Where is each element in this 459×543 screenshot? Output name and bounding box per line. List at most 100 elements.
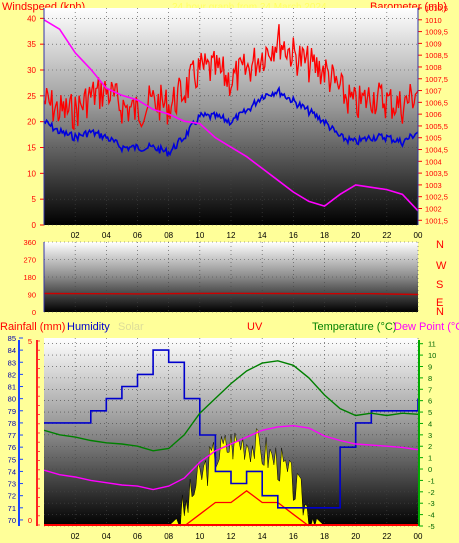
compass-label: S [436, 279, 443, 291]
humidity-tick-label: 74 [8, 467, 16, 476]
x-tick-label: 14 [258, 532, 267, 541]
y-tick-label: 35 [27, 40, 36, 49]
dewpoint-label: Dew Point (°C) [394, 321, 459, 333]
direction-tick-label: 270 [23, 256, 36, 265]
y2-tick-label: 1008 [425, 63, 442, 72]
y2-tick-label: 1007,5 [425, 75, 448, 84]
x-tick-label: 08 [164, 231, 173, 240]
y2-tick-label: 1002 [425, 204, 442, 213]
compass-label: W [436, 260, 447, 272]
x-tick-label: 04 [102, 231, 111, 240]
temp-tick-label: 3 [428, 431, 432, 440]
temperature-series-line [44, 360, 418, 452]
temp-tick-label: 11 [428, 340, 436, 349]
x-tick-label: 02 [71, 231, 80, 240]
x-tick-label: 20 [351, 532, 360, 541]
temperature-ticks: -5 -4 -3 -2 -1 0 1 2 3 4 5 6 7 8 9 10 11 [419, 340, 436, 531]
x-tick-label: 12 [227, 231, 236, 240]
windspeed-ticks: 0 5 10 15 20 25 30 35 40 [27, 14, 44, 230]
y-tick-label: 20 [27, 118, 36, 127]
rain-ticks: 05 [28, 337, 40, 526]
barometer-ticks: 1001,5 1002 1002,5 1003 1003,5 1004 1004,5 1005… [418, 4, 448, 225]
x-tick-label: 18 [320, 231, 329, 240]
humidity-series-line [44, 349, 418, 509]
y2-tick-label: 1009 [425, 39, 442, 48]
humidity-label: Humidity [67, 321, 110, 333]
temp-tick-label: -2 [428, 488, 435, 497]
y-tick-label: 25 [27, 92, 36, 101]
y2-tick-label: 1003,5 [425, 169, 448, 178]
uv-series-line [44, 489, 418, 526]
humidity-tick-label: 78 [8, 419, 16, 428]
x-tick-label: 22 [382, 231, 391, 240]
temp-tick-label: 9 [428, 362, 432, 371]
humidity-tick-label: 82 [8, 370, 16, 379]
temp-tick-label: 10 [428, 351, 436, 360]
humidity-tick-label: 81 [8, 383, 16, 392]
chart-title: 24 hour graph from 24 March 2024 [172, 2, 327, 13]
x-tick-label: 06 [133, 532, 142, 541]
uv-label: UV [247, 321, 263, 333]
humidity-tick-label: 75 [8, 455, 16, 464]
x-tick-label: 00 [414, 532, 423, 541]
humidity-tick-label: 70 [8, 516, 16, 525]
humidity-tick-label: 76 [8, 443, 16, 452]
temp-tick-label: -1 [428, 476, 435, 485]
temp-tick-label: 0 [428, 465, 432, 474]
temp-tick-label: 6 [428, 397, 432, 406]
temp-tick-label: 8 [428, 374, 432, 383]
x-tick-label: 12 [227, 532, 236, 541]
y-tick-label: 30 [27, 66, 36, 75]
y2-tick-label: 1004,5 [425, 146, 448, 155]
rain-tick-label: 0 [28, 516, 32, 525]
x-tick-label: 10 [195, 231, 204, 240]
direction-tick-label: 360 [23, 238, 36, 247]
y2-tick-label: 1001,5 [425, 216, 448, 225]
humidity-tick-label: 72 [8, 492, 16, 501]
x-tick-label: 18 [320, 532, 329, 541]
y2-tick-label: 1010 [425, 16, 442, 25]
y-tick-label: 10 [27, 169, 36, 178]
y-tick-label: 5 [32, 195, 37, 204]
x-tick-label: 08 [164, 532, 173, 541]
humidity-tick-label: 84 [8, 346, 16, 355]
x-tick-label: 04 [102, 532, 111, 541]
x-tick-label: 14 [258, 231, 267, 240]
temp-tick-label: -4 [428, 511, 435, 520]
temperature-label: Temperature (°C) [312, 321, 396, 333]
humidity-tick-label: 77 [8, 431, 16, 440]
wind-series-line [44, 85, 418, 157]
compass-label: N [436, 239, 444, 251]
humidity-tick-label: 73 [8, 480, 16, 489]
x-tick-label: 22 [382, 532, 391, 541]
y2-tick-label: 1008,5 [425, 51, 448, 60]
humidity-tick-label: 83 [8, 358, 16, 367]
humidity-tick-label: 85 [8, 334, 16, 343]
compass-label: E [436, 297, 443, 309]
temp-tick-label: -3 [428, 499, 435, 508]
humidity-tick-label: 79 [8, 407, 16, 416]
compass-label: N [436, 306, 444, 318]
y2-tick-label: 1003 [425, 181, 442, 190]
y2-tick-label: 1006 [425, 110, 442, 119]
rain-tick-label: 5 [28, 337, 32, 346]
panel1-x-labels: 02 04 06 08 10 12 14 16 18 20 22 00 [71, 231, 423, 240]
y2-tick-label: 1005,5 [425, 122, 448, 131]
temp-tick-label: 4 [428, 419, 432, 428]
panel3-x-labels: 02 04 06 08 10 12 14 16 18 20 22 00 [71, 532, 423, 541]
x-tick-label: 00 [414, 231, 423, 240]
direction-plot-area [44, 242, 418, 312]
gust-series-line [44, 24, 418, 131]
humidity-tick-label: 71 [8, 504, 16, 513]
temp-tick-label: 2 [428, 442, 432, 451]
dewpoint-series-line [44, 424, 418, 491]
y2-tick-label: 1005 [425, 134, 442, 143]
y2-tick-label: 1009,5 [425, 28, 448, 37]
x-tick-label: 20 [351, 231, 360, 240]
y2-tick-label: 1004 [425, 157, 442, 166]
y-tick-label: 0 [32, 221, 37, 230]
y2-tick-label: 1010,5 [425, 4, 448, 13]
pressure-series-line [44, 19, 418, 212]
humidity-ticks: 70 71 72 73 74 75 76 77 78 79 80 81 82 83 84 85 [8, 334, 23, 525]
